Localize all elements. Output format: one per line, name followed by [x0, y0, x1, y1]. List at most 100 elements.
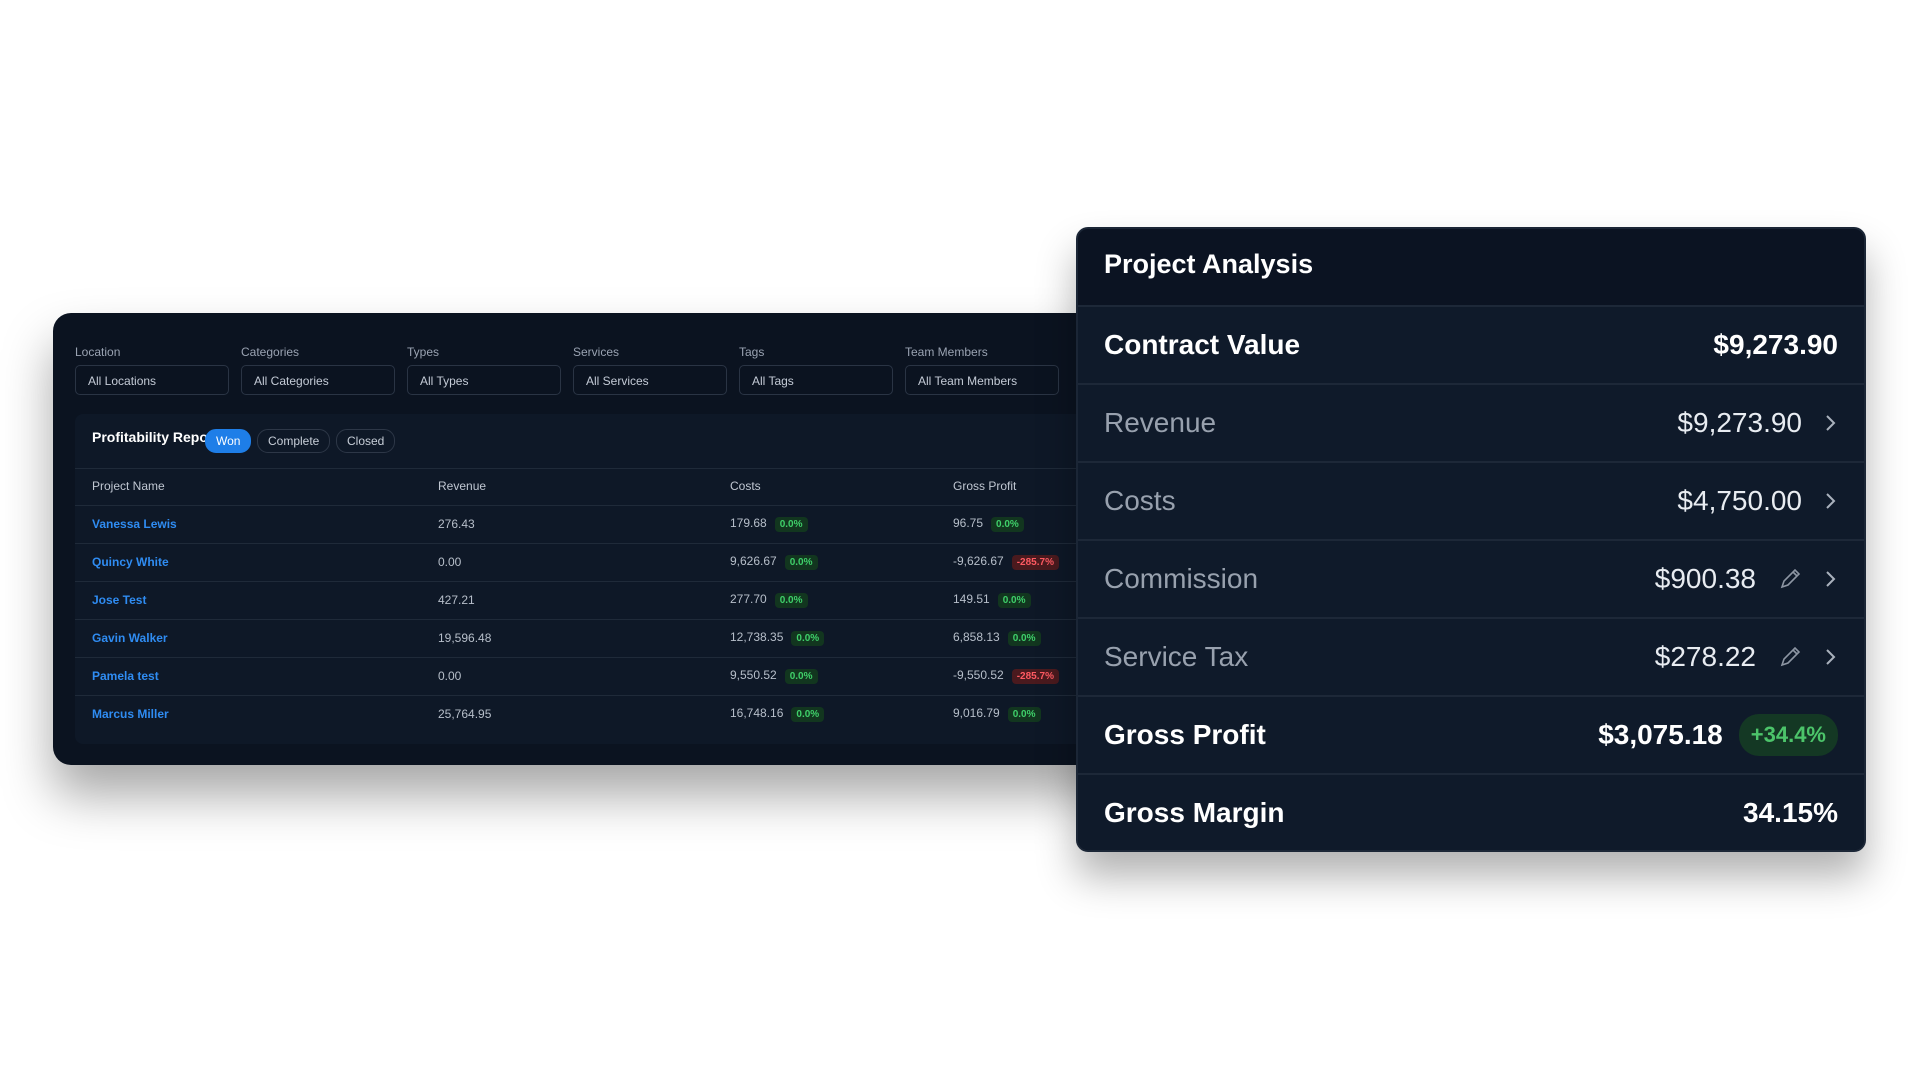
costs-value: 9,626.67 — [730, 554, 777, 568]
filter-select[interactable]: All Services — [573, 365, 727, 395]
gross-profit: -9,626.67 -285.7% — [953, 554, 1059, 570]
revenue: 0.00 — [438, 555, 462, 569]
revenue: 19,596.48 — [438, 631, 492, 645]
costs: 179.68 0.0% — [730, 516, 808, 532]
filter: Categories All Categories — [241, 345, 395, 395]
gross-profit-badge: -285.7% — [1011, 555, 1059, 570]
costs-badge: 0.0% — [774, 517, 808, 532]
gross-profit: 96.75 0.0% — [953, 516, 1024, 532]
row-value: $9,273.90 — [1677, 407, 1802, 438]
revenue: 0.00 — [438, 669, 462, 683]
analysis-row[interactable]: Commission $900.38 — [1078, 539, 1864, 617]
row-value: 34.15% — [1743, 797, 1838, 828]
gross-profit-value: 9,016.79 — [953, 706, 1000, 720]
project-name[interactable]: Jose Test — [92, 593, 147, 607]
revenue: 276.43 — [438, 517, 475, 531]
row-label: Commission — [1104, 563, 1259, 594]
gross-profit: -9,550.52 -285.7% — [953, 668, 1059, 684]
filter-select[interactable]: All Team Members — [905, 365, 1059, 395]
filter-select[interactable]: All Types — [407, 365, 561, 395]
report-title: Profitability Report — [92, 429, 219, 445]
analysis-panel: Project Analysis Contract Value $9,273.90… — [1076, 227, 1866, 852]
filter-label: Team Members — [905, 345, 988, 359]
costs-badge: 0.0% — [791, 631, 825, 646]
column-header: Project Name — [92, 479, 165, 493]
gross-profit-value: 6,858.13 — [953, 630, 1000, 644]
row-value: $900.38 — [1654, 563, 1756, 594]
gross-profit-value: 149.51 — [953, 592, 990, 606]
analysis-row: Gross Profit $3,075.18 +34.4% — [1078, 695, 1864, 773]
gross-profit-value: -9,626.67 — [953, 554, 1004, 568]
chevron[interactable] — [1824, 569, 1838, 589]
project-name[interactable]: Marcus Miller — [92, 707, 169, 721]
gross-profit-value: -9,550.52 — [953, 668, 1004, 682]
gross-profit-badge: 0.0% — [1007, 707, 1041, 722]
row-divider — [75, 581, 1153, 582]
row-label: Service Tax — [1104, 641, 1249, 672]
gross-profit: 6,858.13 0.0% — [953, 630, 1041, 646]
gross-profit-badge: -285.7% — [1011, 669, 1059, 684]
chevron[interactable] — [1824, 413, 1838, 433]
filter: Team Members All Team Members — [905, 345, 1059, 395]
status-tab[interactable]: Complete — [257, 429, 331, 453]
gross-profit-badge: 0.0% — [1007, 631, 1041, 646]
costs-badge: 0.0% — [774, 593, 808, 608]
filter: Services All Services — [573, 345, 727, 395]
project-name[interactable]: Pamela test — [92, 669, 159, 683]
row-label: Contract Value — [1104, 329, 1301, 360]
costs-value: 179.68 — [730, 516, 767, 530]
row-label: Costs — [1104, 485, 1176, 516]
column-header: Gross Profit — [953, 479, 1017, 493]
row-value: $3,075.18 — [1598, 719, 1723, 750]
gross-profit: 149.51 0.0% — [953, 592, 1031, 608]
row-divider — [75, 657, 1153, 658]
filter: Tags All Tags — [739, 345, 893, 395]
gross-profit-badge: 0.0% — [997, 593, 1031, 608]
status-tab[interactable]: Closed — [336, 429, 396, 453]
analysis-row: Gross Margin 34.15% — [1078, 773, 1864, 850]
edit-icon[interactable] — [1778, 567, 1802, 591]
row-label: Revenue — [1104, 407, 1217, 438]
analysis-row[interactable]: Revenue $9,273.90 — [1078, 383, 1864, 461]
analysis-title: Project Analysis — [1104, 249, 1314, 279]
divider — [75, 468, 1153, 469]
chevron[interactable] — [1824, 491, 1838, 511]
gross-profit-value: 96.75 — [953, 516, 984, 530]
project-name[interactable]: Gavin Walker — [92, 631, 168, 645]
costs-badge: 0.0% — [784, 555, 818, 570]
costs-value: 9,550.52 — [730, 668, 777, 682]
row-divider — [75, 543, 1153, 544]
costs: 12,738.35 0.0% — [730, 630, 825, 646]
filter-label: Services — [573, 345, 620, 359]
report-panel: Location All Locations Categories All Categ… — [53, 313, 1153, 765]
analysis-row: Contract Value $9,273.90 — [1078, 305, 1864, 383]
status-tab[interactable]: Won — [205, 429, 252, 453]
row-divider — [75, 505, 1153, 506]
analysis-row[interactable]: Service Tax $278.22 — [1078, 617, 1864, 695]
row-value: $9,273.90 — [1713, 329, 1838, 360]
revenue: 25,764.95 — [438, 707, 492, 721]
row-divider — [75, 695, 1153, 696]
costs: 16,748.16 0.0% — [730, 706, 825, 722]
edit-icon[interactable] — [1778, 645, 1802, 669]
project-name[interactable]: Quincy White — [92, 555, 169, 569]
row-label: Gross Margin — [1104, 797, 1285, 828]
costs-badge: 0.0% — [791, 707, 825, 722]
row-label: Gross Profit — [1104, 719, 1266, 750]
gross-profit: 9,016.79 0.0% — [953, 706, 1041, 722]
analysis-row[interactable]: Costs $4,750.00 — [1078, 461, 1864, 539]
project-name[interactable]: Vanessa Lewis — [92, 517, 177, 531]
row-value: $4,750.00 — [1677, 485, 1802, 516]
filter: Types All Types — [407, 345, 561, 395]
costs-value: 277.70 — [730, 592, 767, 606]
filter-label: Categories — [241, 345, 300, 359]
chevron[interactable] — [1824, 647, 1838, 667]
filter: Location All Locations — [75, 345, 229, 395]
column-header: Costs — [730, 479, 761, 493]
filter-select[interactable]: All Categories — [241, 365, 395, 395]
filter-select[interactable]: All Locations — [75, 365, 229, 395]
report-card: Profitability Report Won Complete Closed Pro… — [75, 414, 1153, 744]
filter-select[interactable]: All Tags — [739, 365, 893, 395]
row-value: $278.22 — [1654, 641, 1756, 672]
